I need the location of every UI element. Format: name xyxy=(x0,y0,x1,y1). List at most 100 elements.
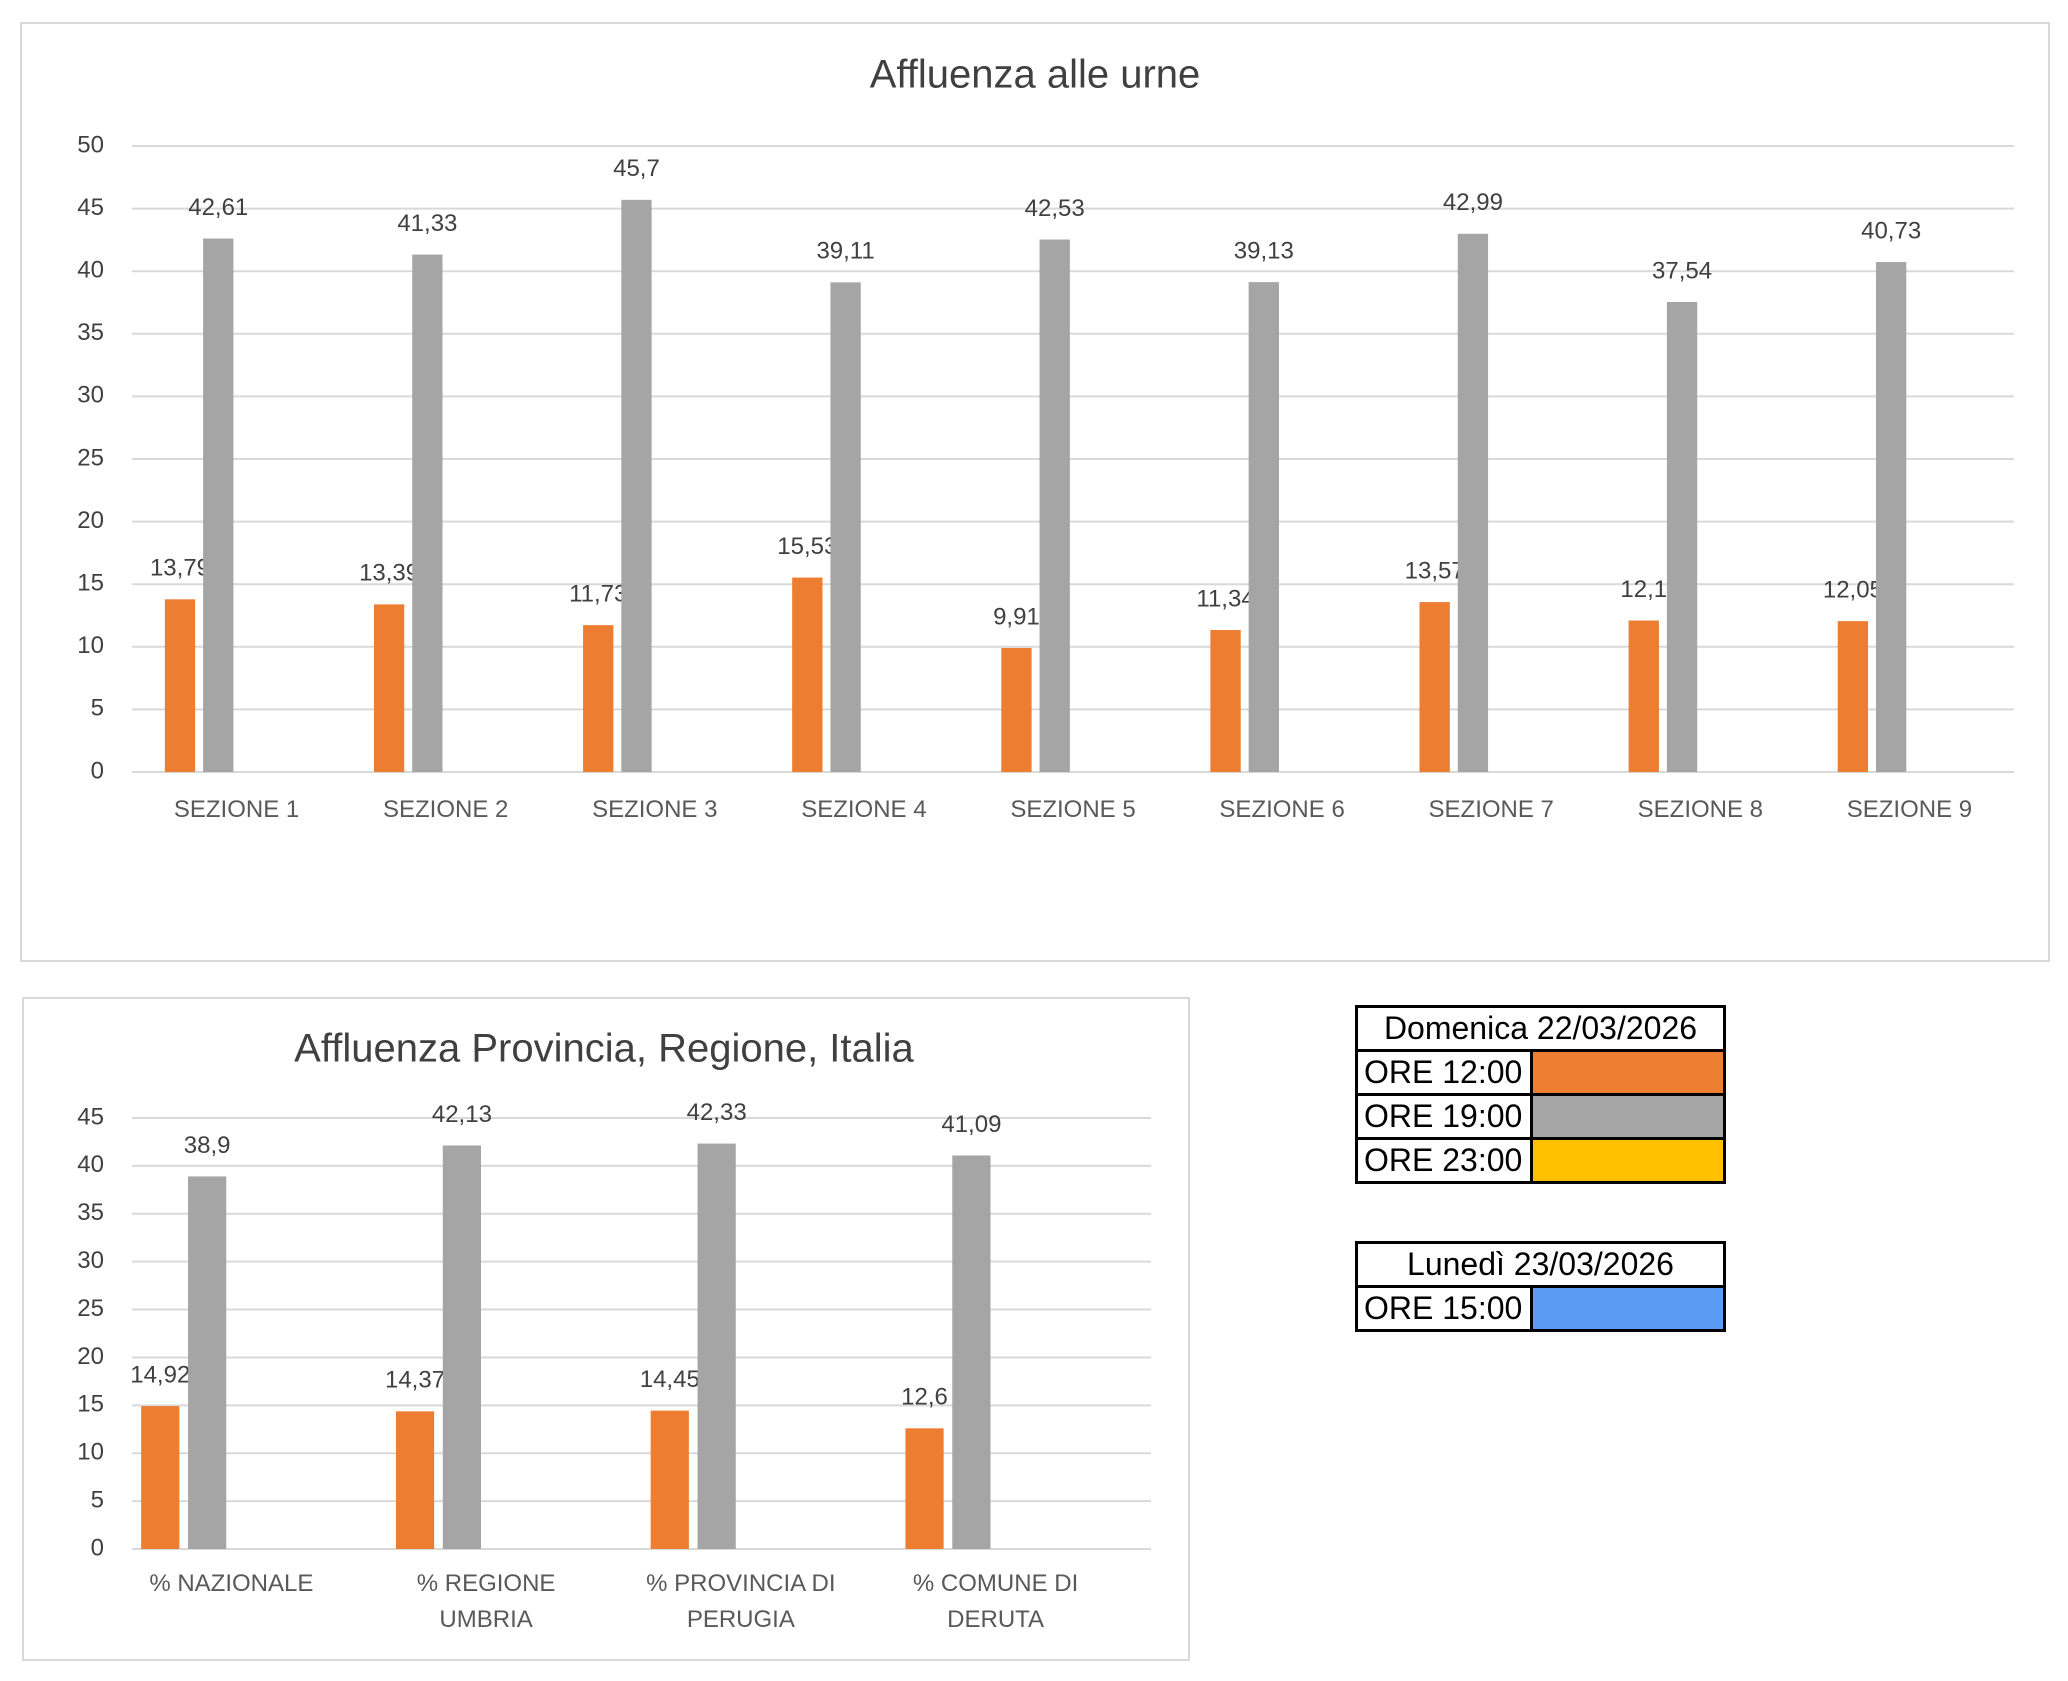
data-label: 14,37 xyxy=(385,1367,445,1394)
data-label: 37,54 xyxy=(1652,257,1712,284)
y-tick-label: 10 xyxy=(77,1439,104,1466)
bar xyxy=(1210,630,1241,772)
legend-row: ORE 23:00 xyxy=(1355,1137,1726,1184)
x-tick-label: SEZIONE 7 xyxy=(1428,796,1554,823)
bar xyxy=(1039,239,1070,772)
y-tick-label: 0 xyxy=(91,757,104,784)
bar xyxy=(442,1145,482,1549)
legend-label: ORE 15:00 xyxy=(1355,1285,1533,1332)
x-tick-label: SEZIONE 2 xyxy=(382,796,509,823)
x-tick-label: % COMUNE DI DERUTA xyxy=(912,1570,1079,1633)
data-label: 42,33 xyxy=(687,1099,747,1126)
y-tick-label: 40 xyxy=(77,1151,104,1178)
data-label: 13,39 xyxy=(359,560,419,587)
bar xyxy=(952,1155,991,1549)
bar xyxy=(1628,620,1659,772)
legend-table: Lunedì 23/03/2026 ORE 15:00 xyxy=(1355,1241,1726,1332)
legend-header-row: Lunedì 23/03/2026 xyxy=(1355,1241,1726,1288)
legend-swatch xyxy=(1530,1137,1726,1184)
bar xyxy=(1248,282,1279,772)
legend-header: Domenica 22/03/2026 xyxy=(1355,1005,1726,1052)
data-label: 42,99 xyxy=(1443,189,1503,216)
data-label: 12,6 xyxy=(901,1384,948,1411)
data-label: 42,53 xyxy=(1025,195,1085,222)
bar xyxy=(650,1410,689,1549)
x-tick-label: SEZIONE 5 xyxy=(1010,796,1136,823)
legend-label: ORE 12:00 xyxy=(1355,1049,1533,1096)
data-label: 11,73 xyxy=(569,580,627,607)
data-label: 40,73 xyxy=(1861,217,1921,244)
data-label: 42,61 xyxy=(188,194,248,221)
data-label: 45,7 xyxy=(613,155,660,182)
y-tick-label: 35 xyxy=(77,319,104,346)
data-label: 14,92 xyxy=(130,1361,190,1388)
chart-frame xyxy=(20,22,2050,962)
data-label: 13,57 xyxy=(1405,557,1465,584)
y-tick-label: 20 xyxy=(77,1343,104,1370)
bar xyxy=(583,625,614,772)
data-label: 11,34 xyxy=(1196,585,1254,612)
bar xyxy=(395,1411,435,1549)
bar xyxy=(792,577,823,772)
data-label: 15,53 xyxy=(777,533,837,560)
bar xyxy=(621,199,652,772)
x-tick-label: SEZIONE 8 xyxy=(1637,796,1764,823)
data-label: 39,13 xyxy=(1234,237,1294,264)
y-tick-label: 35 xyxy=(77,1199,104,1226)
bar xyxy=(1001,647,1032,772)
x-tick-label: SEZIONE 1 xyxy=(173,796,300,823)
data-label: 9,91 xyxy=(993,603,1040,630)
data-label: 39,11 xyxy=(816,238,874,265)
legend-swatch xyxy=(1530,1093,1726,1140)
y-tick-label: 45 xyxy=(77,194,104,221)
legend-label: ORE 19:00 xyxy=(1355,1093,1533,1140)
y-tick-label: 15 xyxy=(77,570,104,597)
data-label: 14,45 xyxy=(640,1366,700,1393)
data-label: 12,1 xyxy=(1620,576,1667,603)
y-tick-label: 0 xyxy=(91,1534,104,1561)
x-tick-label: % PROVINCIA DI PERUGIA xyxy=(646,1570,836,1633)
bar xyxy=(188,1176,227,1549)
bar xyxy=(141,1406,180,1549)
bar xyxy=(164,599,196,772)
chart-title: Affluenza alle urne xyxy=(870,53,1201,97)
legend-header-row: Domenica 22/03/2026 xyxy=(1355,1005,1726,1052)
bar xyxy=(412,254,443,772)
y-tick-label: 15 xyxy=(77,1391,104,1418)
y-tick-label: 45 xyxy=(77,1103,104,1130)
data-label: 42,13 xyxy=(432,1101,492,1128)
x-tick-label: SEZIONE 3 xyxy=(592,796,718,823)
data-label: 38,9 xyxy=(184,1132,231,1159)
x-tick-label: SEZIONE 4 xyxy=(801,796,927,823)
y-tick-label: 40 xyxy=(77,257,104,284)
y-tick-label: 20 xyxy=(77,507,104,534)
y-tick-label: 5 xyxy=(91,1486,104,1513)
bar xyxy=(1875,262,1907,772)
x-tick-label: % NAZIONALE xyxy=(149,1570,314,1597)
chart-title: Affluenza Provincia, Regione, Italia xyxy=(294,1027,914,1071)
bar xyxy=(1837,621,1869,772)
legend-label: ORE 23:00 xyxy=(1355,1137,1533,1184)
x-tick-label: SEZIONE 6 xyxy=(1219,796,1345,823)
bar xyxy=(203,238,234,772)
bar xyxy=(1457,233,1489,772)
y-tick-label: 5 xyxy=(91,695,104,722)
y-tick-label: 25 xyxy=(77,444,104,471)
bar xyxy=(830,282,861,772)
y-tick-label: 10 xyxy=(77,632,104,659)
data-label: 13,79 xyxy=(150,555,210,582)
legend-row: ORE 19:00 xyxy=(1355,1093,1726,1140)
x-tick-label: % REGIONE UMBRIA xyxy=(416,1570,556,1633)
bar xyxy=(1419,602,1450,772)
bar xyxy=(697,1143,736,1549)
x-tick-label: SEZIONE 9 xyxy=(1846,796,1973,823)
bar xyxy=(373,604,405,772)
legend-table: Domenica 22/03/2026 ORE 12:00 ORE 19:00 ORE… xyxy=(1355,1005,1726,1184)
bar xyxy=(905,1428,944,1549)
legend-swatch xyxy=(1530,1049,1726,1096)
y-tick-label: 25 xyxy=(77,1295,104,1322)
legend-swatch xyxy=(1530,1285,1726,1332)
chart-frame xyxy=(22,997,1190,1661)
